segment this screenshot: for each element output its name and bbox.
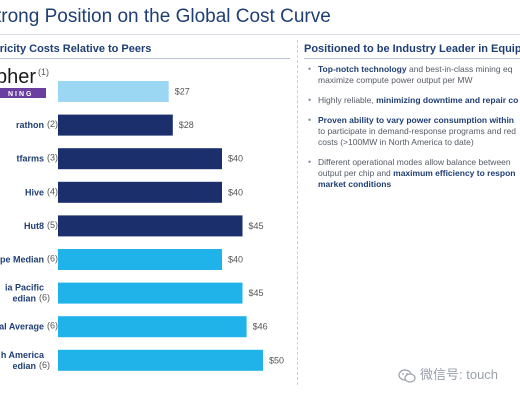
data-label: $45 — [249, 288, 264, 298]
category-footnote: (4) — [47, 186, 58, 196]
bullet-marker: • — [308, 157, 312, 167]
bullet-item: • Highly reliable, minimizing downtime an… — [304, 95, 520, 106]
watermark-text: 微信号: touch — [420, 367, 499, 382]
bar — [58, 148, 222, 170]
category-label: edian — [12, 361, 36, 371]
category-label: rathon — [16, 120, 44, 130]
logo-subtext: NING — [8, 91, 34, 98]
bullet-marker: • — [308, 95, 312, 105]
category-footnote: (6) — [39, 360, 50, 370]
page-title: trong Position on the Global Cost Curve — [0, 6, 331, 27]
bullet-emphasis: Top-notch technology — [318, 64, 407, 74]
bar — [58, 181, 222, 203]
category-label: pe Median — [0, 255, 44, 265]
data-label: $28 — [179, 120, 194, 130]
bullet-list: • Top-notch technology and best-in-class … — [304, 64, 520, 199]
bullet-emphasis: maximum efficiency to respon — [393, 168, 516, 178]
bullet-item: • Top-notch technology and best-in-class … — [304, 64, 520, 86]
logo-band — [0, 88, 46, 98]
bullet-text: output per chip and — [318, 168, 394, 178]
bar — [58, 81, 169, 102]
cost-bar-chart: $27 pher (1) NING $28 rathon (2) $40 tfarms (3) $4… — [0, 66, 284, 371]
bullet-text: to participate in demand-response progra… — [318, 126, 516, 136]
category-footnote: (3) — [47, 153, 58, 163]
bar — [58, 349, 263, 371]
bullets-header-rule — [304, 58, 520, 59]
category-footnote: (5) — [47, 220, 58, 230]
data-label: $50 — [269, 355, 284, 365]
logo-footnote: (1) — [38, 67, 49, 77]
bullet-emphasis: Proven ability to vary power consumption… — [318, 115, 514, 125]
category-label: tfarms — [16, 154, 44, 164]
logo-wordmark: pher — [0, 66, 36, 88]
bar — [58, 114, 173, 136]
category-footnote: (6) — [47, 254, 58, 264]
wechat-icon — [398, 368, 416, 383]
bullets-section-header: Positioned to be Industry Leader in Equi… — [304, 43, 520, 55]
bar — [58, 316, 247, 338]
data-label: $45 — [249, 221, 264, 231]
bar — [58, 249, 222, 270]
category-footnote: (6) — [39, 293, 50, 303]
data-label: $46 — [253, 322, 268, 332]
data-label: $27 — [175, 87, 190, 97]
bullet-emphasis: market conditions — [318, 179, 392, 189]
category-label: Hive — [25, 187, 44, 197]
bullet-emphasis: minimizing downtime and repair co — [376, 95, 519, 105]
bullet-text: Different operational modes allow balanc… — [318, 157, 511, 167]
bullet-marker: • — [308, 64, 312, 74]
category-label: ia Pacific — [5, 283, 44, 293]
bullet-marker: • — [308, 115, 312, 125]
data-label: $40 — [228, 255, 243, 265]
title-divider — [0, 34, 520, 35]
category-label: h America — [1, 350, 45, 360]
category-label: al Average — [0, 322, 44, 332]
chart-section-header: ctricity Costs Relative to Peers — [0, 43, 152, 55]
category-footnote: (6) — [47, 321, 58, 331]
category-label: Hut8 — [24, 221, 44, 231]
column-divider — [297, 40, 298, 385]
bullet-item: • Different operational modes allow balan… — [304, 157, 520, 190]
bullet-text: maximize compute power output per MW — [318, 75, 473, 85]
bullet-item: • Proven ability to vary power consumptio… — [304, 115, 520, 148]
category-footnote: (2) — [47, 119, 58, 129]
data-label: $40 — [228, 187, 243, 197]
bullet-text: costs (>100MW in North America to date) — [318, 137, 474, 147]
bar — [58, 215, 243, 237]
bullet-text: and best-in-class mining eq — [406, 64, 513, 74]
data-label: $40 — [228, 154, 243, 164]
chart-header-rule — [0, 58, 290, 59]
category-label: edian — [12, 294, 36, 304]
bullet-text: Highly reliable, — [318, 95, 377, 105]
bar — [58, 282, 243, 304]
watermark: 微信号: touch — [398, 364, 498, 383]
